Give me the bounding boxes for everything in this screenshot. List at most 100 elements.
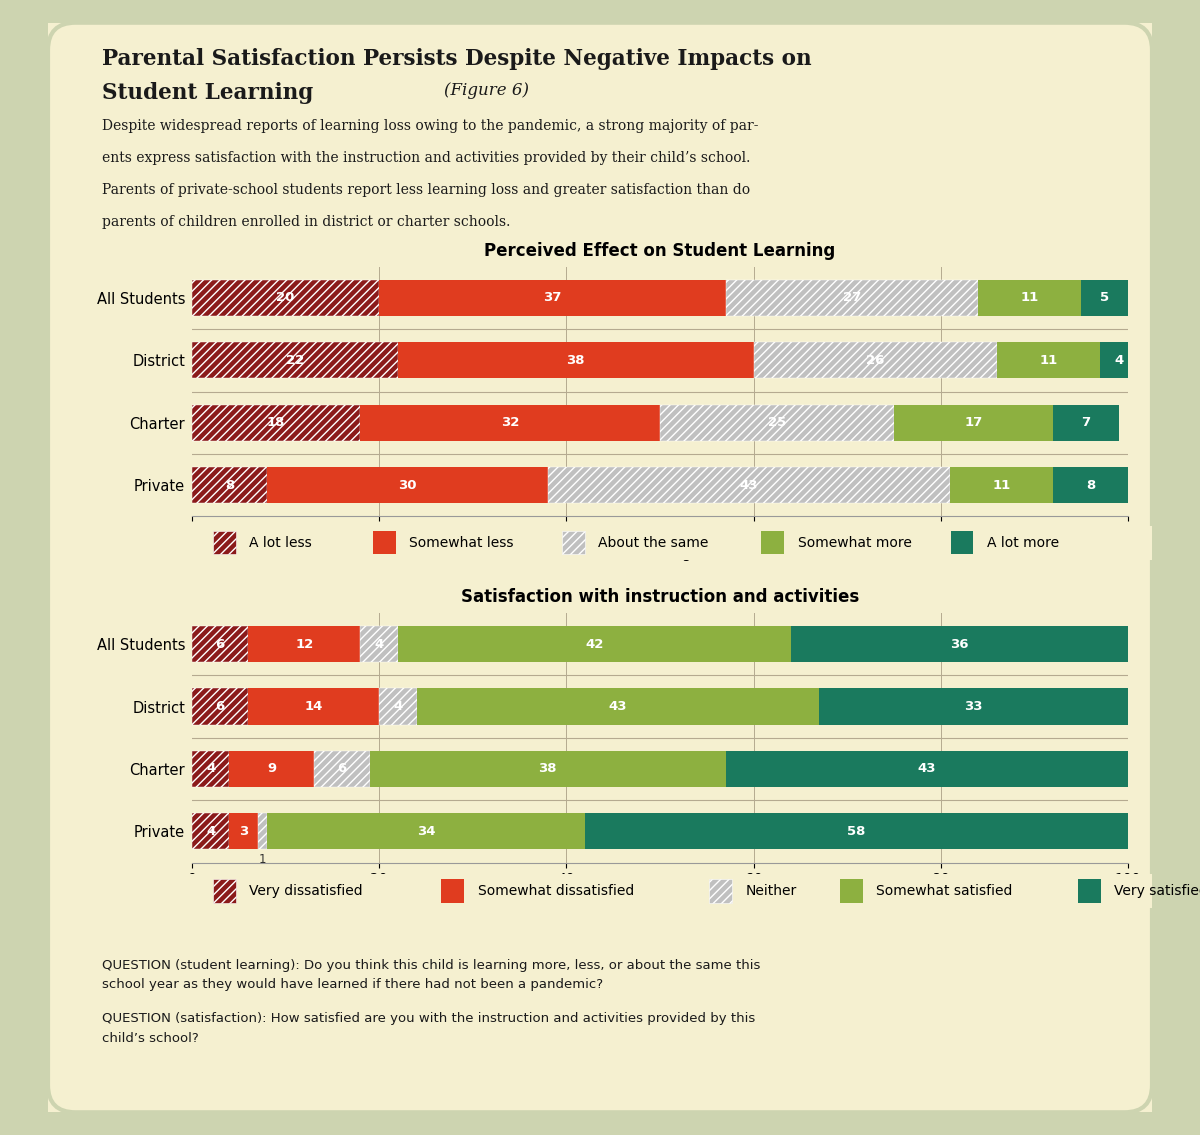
Bar [950, 468, 1054, 503]
FancyBboxPatch shape [48, 23, 1152, 1112]
Text: 43: 43 [739, 479, 758, 491]
Bar [754, 343, 997, 378]
Text: 26: 26 [866, 354, 884, 367]
Text: 30: 30 [398, 479, 416, 491]
Text: 12: 12 [295, 638, 313, 650]
Text: ents express satisfaction with the instruction and activities provided by their : ents express satisfaction with the instr… [102, 151, 750, 165]
Text: 27: 27 [842, 292, 862, 304]
Text: 43: 43 [608, 700, 628, 713]
Bar [978, 280, 1081, 316]
FancyBboxPatch shape [212, 878, 235, 903]
Bar [379, 689, 416, 724]
Bar [192, 627, 248, 662]
Bar [248, 627, 360, 662]
Text: Student Learning: Student Learning [102, 82, 320, 103]
Bar [726, 751, 1128, 787]
Text: Somewhat satisfied: Somewhat satisfied [876, 884, 1013, 898]
Text: 5: 5 [1100, 292, 1109, 304]
Bar [726, 280, 978, 316]
Bar [1054, 468, 1128, 503]
Text: 9: 9 [266, 763, 276, 775]
Text: 4: 4 [206, 825, 215, 838]
Bar [1100, 343, 1138, 378]
Text: 43: 43 [918, 763, 936, 775]
Text: 38: 38 [539, 763, 557, 775]
Text: 22: 22 [286, 354, 304, 367]
X-axis label: Percentage: Percentage [619, 546, 701, 561]
Text: child’s school?: child’s school? [102, 1032, 199, 1044]
Text: A lot more: A lot more [986, 536, 1060, 549]
Bar [192, 280, 379, 316]
Bar [791, 627, 1128, 662]
Bar [660, 405, 894, 440]
Text: Very satisfied: Very satisfied [1115, 884, 1200, 898]
Text: 4: 4 [394, 700, 402, 713]
Text: 3: 3 [239, 825, 248, 838]
Text: 20: 20 [276, 292, 295, 304]
Bar [192, 468, 266, 503]
Text: 17: 17 [965, 417, 983, 429]
Text: 32: 32 [502, 417, 520, 429]
Text: (Figure 6): (Figure 6) [444, 82, 529, 99]
FancyBboxPatch shape [840, 878, 863, 903]
FancyBboxPatch shape [212, 530, 235, 554]
Text: Parents of private-school students report less learning loss and greater satisfa: Parents of private-school students repor… [102, 183, 750, 196]
Text: 11: 11 [992, 479, 1010, 491]
Bar [398, 627, 791, 662]
Bar [1081, 280, 1128, 316]
Bar [313, 751, 370, 787]
Text: 42: 42 [586, 638, 604, 650]
Bar [997, 343, 1100, 378]
Bar [360, 627, 398, 662]
Bar [192, 814, 229, 849]
Text: Somewhat dissatisfied: Somewhat dissatisfied [478, 884, 634, 898]
FancyBboxPatch shape [1079, 878, 1100, 903]
FancyBboxPatch shape [761, 530, 784, 554]
Text: Somewhat less: Somewhat less [409, 536, 514, 549]
Text: 6: 6 [216, 638, 224, 650]
Title: Satisfaction with instruction and activities: Satisfaction with instruction and activi… [461, 588, 859, 606]
Text: 14: 14 [305, 700, 323, 713]
Bar [192, 343, 398, 378]
Text: 4: 4 [206, 763, 215, 775]
X-axis label: Percentage: Percentage [619, 892, 701, 907]
Bar [266, 468, 547, 503]
Text: Parental Satisfaction Persists Despite Negative Impacts on: Parental Satisfaction Persists Despite N… [102, 48, 811, 69]
Text: 38: 38 [566, 354, 586, 367]
Text: 25: 25 [768, 417, 786, 429]
Bar [820, 689, 1128, 724]
Bar [258, 814, 266, 849]
FancyBboxPatch shape [373, 530, 396, 554]
FancyBboxPatch shape [709, 878, 732, 903]
Text: 4: 4 [1114, 354, 1123, 367]
Text: 6: 6 [216, 700, 224, 713]
Text: 7: 7 [1081, 417, 1091, 429]
FancyBboxPatch shape [950, 530, 973, 554]
Bar [370, 751, 726, 787]
Text: 36: 36 [950, 638, 968, 650]
Text: A lot less: A lot less [250, 536, 312, 549]
Text: About the same: About the same [599, 536, 709, 549]
Bar [266, 814, 586, 849]
Text: 34: 34 [416, 825, 436, 838]
Text: 18: 18 [268, 417, 286, 429]
Bar [1054, 405, 1118, 440]
Bar [416, 689, 820, 724]
Text: 8: 8 [224, 479, 234, 491]
Bar [248, 689, 379, 724]
Bar [586, 814, 1128, 849]
Text: 8: 8 [1086, 479, 1096, 491]
Bar [192, 751, 229, 787]
Text: 1: 1 [258, 852, 266, 866]
Bar [379, 280, 726, 316]
Text: Somewhat more: Somewhat more [798, 536, 911, 549]
Bar [360, 405, 660, 440]
Bar [398, 343, 754, 378]
Bar [192, 405, 360, 440]
Bar [894, 405, 1054, 440]
Bar [229, 814, 258, 849]
Bar [547, 468, 950, 503]
Text: 11: 11 [1020, 292, 1039, 304]
Text: Despite widespread reports of learning loss owing to the pandemic, a strong majo: Despite widespread reports of learning l… [102, 119, 758, 133]
Text: 6: 6 [337, 763, 347, 775]
